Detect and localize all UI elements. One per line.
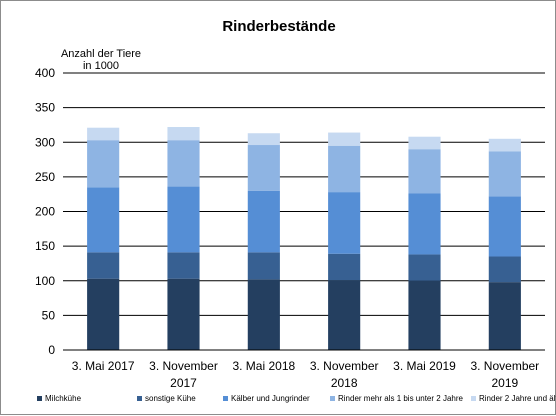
bar-segment xyxy=(488,151,521,197)
bar-segment xyxy=(488,282,521,350)
bar-segment xyxy=(247,133,280,146)
legend-label: Kälber und Jungrinder xyxy=(231,394,310,403)
y-tick-label: 300 xyxy=(35,135,55,149)
x-tick-label: 2019 xyxy=(491,376,518,390)
y-tick-label: 0 xyxy=(48,343,55,357)
legend-label: Milchkühe xyxy=(45,394,82,403)
bar-segment xyxy=(408,136,441,150)
legend: Milchkühe sonstige Kühe Kälber und Jungrin… xyxy=(37,394,556,403)
chart-title: Rinderbestände xyxy=(222,18,335,35)
bars xyxy=(87,127,521,350)
bar-segment xyxy=(167,186,200,253)
x-tick-label: 3. Mai 2019 xyxy=(393,359,456,373)
y-tick-label: 250 xyxy=(35,170,55,184)
bar-segment xyxy=(408,149,441,194)
bar-segment xyxy=(247,279,280,350)
y-tick-label: 50 xyxy=(42,308,56,322)
x-tick-label: 2017 xyxy=(170,376,197,390)
bar-segment xyxy=(488,138,521,152)
y-axis-label-line2: in 1000 xyxy=(83,60,119,72)
bar-segment xyxy=(167,252,200,279)
x-tick-label: 3. November xyxy=(149,359,218,373)
y-tick-label: 400 xyxy=(35,66,55,80)
legend-swatch xyxy=(471,396,476,401)
bar-segment xyxy=(328,253,361,281)
legend-swatch xyxy=(330,396,335,401)
bar-segment xyxy=(408,254,441,281)
legend-label: Rinder mehr als 1 bis unter 2 Jahre xyxy=(338,394,464,403)
bar-segment xyxy=(87,140,120,188)
x-tick-label: 3. Mai 2018 xyxy=(232,359,295,373)
axes: 0 50 100 150 200 250 300 350 400 3. Mai 2017 3. No… xyxy=(35,66,545,390)
bar-segment xyxy=(247,252,280,280)
legend-label: Rinder 2 Jahre und älter xyxy=(479,394,556,403)
bar-segment xyxy=(408,280,441,350)
bar-segment xyxy=(87,187,120,253)
bar-segment xyxy=(328,132,361,146)
y-tick-label: 150 xyxy=(35,239,55,253)
y-tick-label: 100 xyxy=(35,274,55,288)
bar-segment xyxy=(87,252,120,279)
x-tick-label: 3. November xyxy=(470,359,539,373)
bar-segment xyxy=(247,145,280,191)
legend-swatch xyxy=(37,396,42,401)
y-tick-label: 200 xyxy=(35,205,55,219)
bar-segment xyxy=(247,190,280,253)
bar-segment xyxy=(488,196,521,257)
legend-label: sonstige Kühe xyxy=(145,394,196,403)
legend-swatch xyxy=(223,396,228,401)
bar-segment xyxy=(408,193,441,255)
x-tick-label: 3. November xyxy=(310,359,379,373)
bar-segment xyxy=(167,127,200,141)
bar-segment xyxy=(87,127,120,141)
grid-lines xyxy=(63,72,545,316)
x-tick-label: 2018 xyxy=(331,376,358,390)
x-tick-label: 3. Mai 2017 xyxy=(72,359,135,373)
bar-segment xyxy=(328,145,361,193)
bar-segment xyxy=(167,140,200,187)
legend-swatch xyxy=(137,396,142,401)
bar-segment xyxy=(87,278,120,350)
bar-segment xyxy=(167,278,200,350)
bar-segment xyxy=(328,192,361,254)
bar-segment xyxy=(328,280,361,350)
bar-segment xyxy=(488,256,521,283)
y-tick-label: 350 xyxy=(35,101,55,115)
y-axis-label-line1: Anzahl der Tiere xyxy=(61,48,141,60)
